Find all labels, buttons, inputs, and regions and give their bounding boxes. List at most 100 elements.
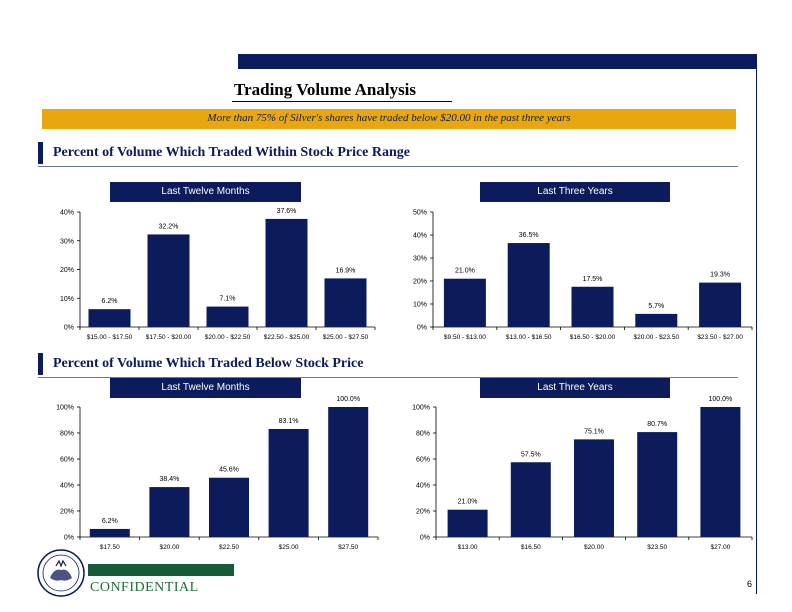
chart3-y-tick-label: 60% [60, 457, 74, 464]
page-title: Trading Volume Analysis [234, 80, 417, 99]
chart4-y-tick-label: 60% [416, 457, 430, 464]
chart2-data-label: 5.7% [648, 303, 664, 310]
chart4-bar [574, 439, 614, 537]
footer-bar [88, 564, 234, 576]
chart4-bar [510, 462, 551, 537]
chart3-header: Last Twelve Months [110, 378, 301, 398]
chart1-bar [324, 278, 367, 327]
chart1-bar [147, 234, 190, 327]
page-number: 6 [747, 579, 753, 589]
chart1-data-label: 6.2% [102, 298, 118, 305]
chart1-y-tick-label: 0% [64, 325, 74, 332]
chart3-data-label: 38.4% [159, 476, 179, 483]
chart1-data-label: 16.9% [336, 267, 356, 274]
chart4-y-tick-label: 80% [416, 431, 430, 438]
chart1-bar [88, 309, 131, 327]
chart2-x-tick-label: $16.50 - $20.00 [570, 334, 616, 341]
banner-text: More than 75% of Silver's shares have tr… [207, 112, 571, 124]
chart2-bar [635, 313, 678, 327]
chart2-y-tick-label: 0% [417, 325, 427, 332]
chart3-x-tick-label: $27.50 [338, 544, 358, 551]
chart2-y-tick-label: 20% [413, 279, 427, 286]
chart3-data-label: 83.1% [279, 418, 299, 425]
chart1-y-tick-label: 10% [60, 296, 74, 303]
chart3-y-tick-label: 0% [64, 535, 74, 542]
chart2-bar [571, 286, 614, 327]
chart4-data-label: 80.7% [647, 421, 667, 428]
chart3-x-tick-label: $20.00 [159, 544, 179, 551]
chart2-data-label: 21.0% [455, 268, 475, 275]
chart3-y-tick-label: 40% [60, 483, 74, 490]
chart1-data-label: 7.1% [220, 296, 236, 303]
chart2-bar [699, 282, 742, 327]
chart3-y-tick-label: 100% [56, 405, 74, 412]
chart1-x-tick-label: $17.50 - $20.00 [146, 334, 192, 341]
chart2-y-tick-label: 40% [413, 233, 427, 240]
chart2-x-tick-label: $20.00 - $23.50 [634, 334, 680, 341]
chart2-y-tick-label: 30% [413, 256, 427, 263]
chart2-x-tick-label: $9.50 - $13.00 [444, 334, 486, 341]
chart2-x-tick-label: $13.00 - $16.50 [506, 334, 552, 341]
chart3-data-label: 6.2% [102, 518, 118, 525]
chart2-header: Last Three Years [480, 182, 670, 202]
chart1-x-tick-label: $20.00 - $22.50 [205, 334, 251, 341]
chart3-bar [268, 428, 309, 537]
section2-title: Percent of Volume Which Traded Below Sto… [53, 356, 364, 371]
chart4-y-tick-label: 20% [416, 509, 430, 516]
chart4-bar [447, 509, 488, 537]
chart1-data-label: 32.2% [159, 223, 179, 230]
chart3-bar [89, 528, 130, 537]
chart4-data-label: 75.1% [584, 428, 604, 435]
chart1-data-label: 37.6% [277, 208, 297, 215]
chart2-x-tick-label: $23.50 - $27.00 [697, 334, 743, 341]
chart4-data-label: 21.0% [458, 499, 478, 506]
section2-rule [38, 377, 738, 378]
chart4-y-tick-label: 0% [420, 535, 430, 542]
section1-title: Percent of Volume Which Traded Within St… [53, 145, 411, 160]
chart3-data-label: 100.0% [336, 396, 360, 403]
chart3-y-tick-label: 80% [60, 431, 74, 438]
chart1-y-tick-label: 20% [60, 267, 74, 274]
chart3-y-tick-label: 20% [60, 509, 74, 516]
chart3-bar [328, 407, 369, 537]
chart4-x-tick-label: $27.00 [710, 544, 730, 551]
chart1-x-tick-label: $22.50 - $25.00 [264, 334, 310, 341]
chart4-header: Last Three Years [480, 378, 670, 398]
seal-logo-icon [37, 549, 85, 597]
chart4-data-label: 57.5% [521, 451, 541, 458]
chart2-bar [443, 278, 486, 327]
chart4-bar [637, 432, 678, 537]
chart4-x-tick-label: $16.50 [521, 544, 541, 551]
chart2-data-label: 17.5% [583, 276, 603, 283]
section1-rule [38, 166, 738, 167]
chart3-bar [149, 487, 190, 537]
chart4-x-tick-label: $13.00 [458, 544, 478, 551]
chart3-bar [209, 477, 249, 537]
chart4-x-tick-label: $20.00 [584, 544, 604, 551]
chart4-y-tick-label: 40% [416, 483, 430, 490]
chart3-data-label: 45.6% [219, 467, 239, 474]
chart2-data-label: 19.3% [710, 272, 730, 279]
chart1-x-tick-label: $15.00 - $17.50 [87, 334, 133, 341]
chart4-data-label: 100.0% [709, 396, 733, 403]
chart1-header: Last Twelve Months [110, 182, 301, 202]
chart2-data-label: 36.5% [519, 232, 539, 239]
top-bar [238, 54, 756, 69]
chart3-x-tick-label: $25.00 [279, 544, 299, 551]
chart2-y-tick-label: 50% [413, 210, 427, 217]
chart3-x-tick-label: $22.50 [219, 544, 239, 551]
section2-marker [38, 353, 43, 375]
chart4-x-tick-label: $23.50 [647, 544, 667, 551]
chart1-y-tick-label: 40% [60, 210, 74, 217]
section1-marker [38, 142, 43, 164]
chart1-bar [265, 218, 308, 327]
chart3-x-tick-label: $17.50 [100, 544, 120, 551]
chart2-y-tick-label: 10% [413, 302, 427, 309]
banner [42, 109, 736, 129]
title-underline [232, 101, 452, 102]
chart2-bar [507, 243, 550, 327]
chart4-y-tick-label: 100% [412, 405, 430, 412]
right-rule [756, 54, 757, 594]
chart1-x-tick-label: $25.00 - $27.50 [323, 334, 369, 341]
